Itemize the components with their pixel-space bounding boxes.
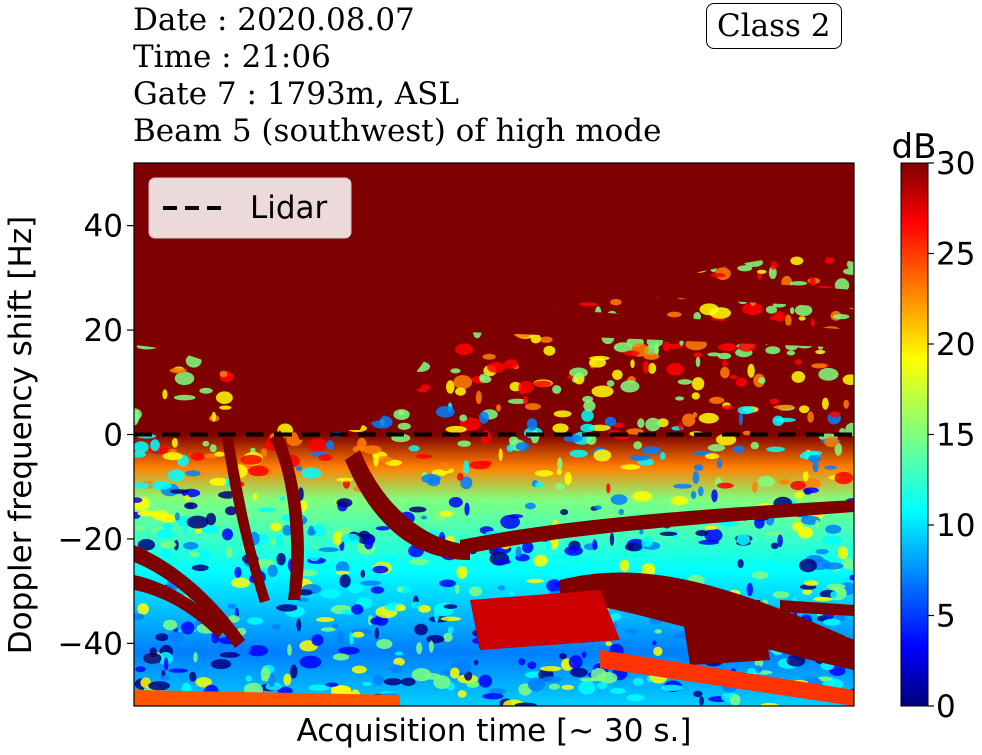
colorbar-label: dB [892, 127, 937, 167]
y-axis: −40 −20 0 20 40 [58, 209, 134, 662]
colorbar-tick-label: 20 [936, 327, 975, 363]
colorbar: dB 0 5 10 15 20 25 30 [892, 127, 976, 725]
colorbar-tick-label: 0 [936, 689, 956, 725]
colorbar-tick-label: 15 [936, 418, 975, 454]
colorbar-ticks: 0 5 10 15 20 25 30 [928, 146, 975, 725]
colorbar-tick-label: 25 [936, 237, 975, 273]
colorbar-tick-label: 10 [936, 508, 975, 544]
plot-info: Date : 2020.08.07 Time : 21:06 Gate 7 : … [133, 2, 661, 150]
gate-text: Gate 7 : 1793m, ASL [133, 76, 459, 112]
legend-box [148, 177, 352, 239]
beam-text: Beam 5 (southwest) of high mode [133, 113, 662, 149]
y-tick-label: 20 [84, 313, 123, 349]
colorbar-tick-label: 5 [936, 599, 956, 635]
y-tick-label: 40 [84, 209, 123, 245]
y-axis-label: Doppler frequency shift [Hz] [3, 216, 39, 654]
y-tick-label: −40 [58, 626, 123, 662]
legend-label: Lidar [250, 190, 328, 226]
x-axis-label: Acquisition time [~ 30 s.] [297, 713, 692, 749]
colorbar-gradient [900, 162, 929, 707]
y-tick-label: 0 [103, 418, 123, 454]
y-tick-label: −20 [58, 522, 123, 558]
date-text: Date : 2020.08.07 [133, 2, 415, 38]
class-badge: Class 2 [706, 3, 842, 49]
colorbar-tick-label: 30 [936, 146, 975, 182]
time-text: Time : 21:06 [133, 39, 331, 75]
legend: Lidar [148, 177, 352, 239]
